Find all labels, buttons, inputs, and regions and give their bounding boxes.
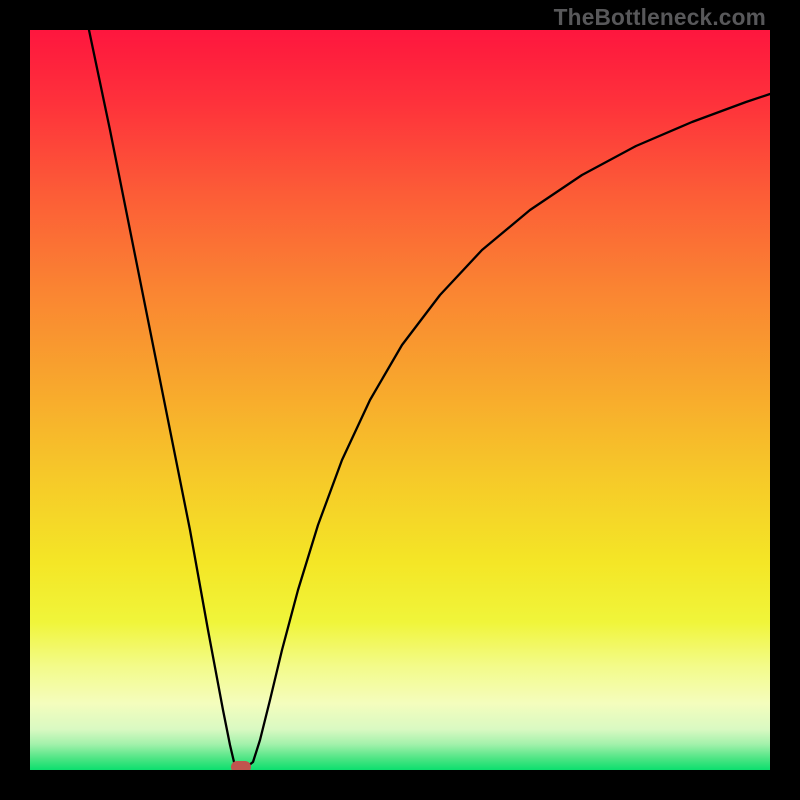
watermark-text: TheBottleneck.com — [554, 4, 766, 31]
plot-area — [30, 30, 770, 770]
frame-border-bottom — [0, 770, 800, 800]
frame-border-right — [770, 0, 800, 800]
bottleneck-curve — [30, 30, 770, 770]
frame-border-left — [0, 0, 30, 800]
chart-frame: TheBottleneck.com — [0, 0, 800, 800]
